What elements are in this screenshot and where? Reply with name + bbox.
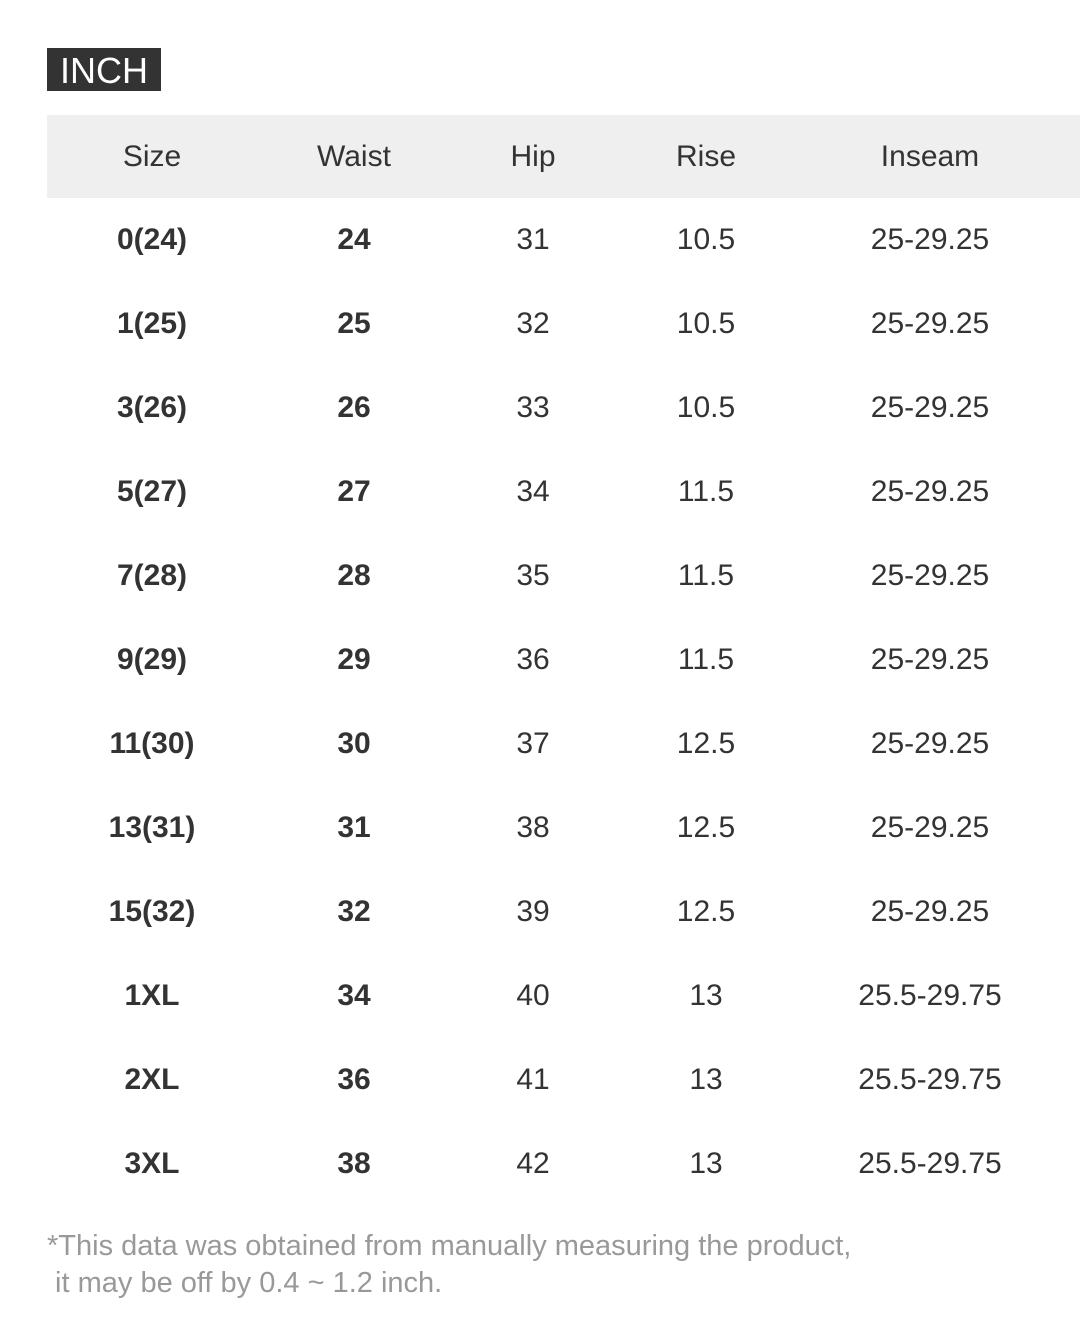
cell-size: 0(24)	[116, 223, 188, 256]
row-spacer	[1063, 450, 1080, 534]
row-spacer	[1063, 282, 1080, 366]
cell-size: 1XL	[124, 979, 180, 1012]
cell-hip: 36	[516, 643, 550, 676]
cell-rise: 12.5	[676, 895, 736, 928]
cell-waist: 29	[337, 643, 371, 676]
cell-size: 3XL	[124, 1147, 180, 1180]
size-chart-table: Size Waist Hip Rise Inseam 0(24) 24 31 10.5 25-2…	[47, 115, 1080, 1206]
cell-hip: 35	[516, 559, 550, 592]
cell-rise: 13	[689, 979, 723, 1012]
table-row: 15(32) 32 39 12.5 25-29.25	[47, 870, 1080, 954]
table-row: 3XL 38 42 13 25.5-29.75	[47, 1122, 1080, 1206]
table-row: 11(30) 30 37 12.5 25-29.25	[47, 702, 1080, 786]
cell-size: 2XL	[124, 1063, 180, 1096]
table-row: 2XL 36 41 13 25.5-29.75	[47, 1038, 1080, 1122]
cell-hip: 42	[516, 1147, 550, 1180]
table-row: 9(29) 29 36 11.5 25-29.25	[47, 618, 1080, 702]
cell-rise: 12.5	[676, 811, 736, 844]
row-spacer	[1063, 534, 1080, 618]
table-row: 1XL 34 40 13 25.5-29.75	[47, 954, 1080, 1038]
cell-size: 9(29)	[116, 643, 188, 676]
cell-rise: 13	[689, 1063, 723, 1096]
cell-size: 13(31)	[108, 811, 196, 844]
unit-label: INCH	[47, 48, 161, 91]
row-spacer	[1063, 702, 1080, 786]
cell-hip: 34	[516, 475, 550, 508]
cell-hip: 40	[516, 979, 550, 1012]
cell-size: 5(27)	[116, 475, 188, 508]
row-spacer	[1063, 786, 1080, 870]
cell-inseam: 25-29.25	[870, 895, 990, 928]
cell-size: 15(32)	[108, 895, 196, 928]
cell-size: 11(30)	[109, 727, 195, 760]
cell-rise: 12.5	[676, 727, 736, 760]
cell-hip: 38	[516, 811, 550, 844]
cell-inseam: 25.5-29.75	[858, 1063, 1002, 1096]
header-spacer	[1063, 115, 1080, 198]
table-row: 13(31) 31 38 12.5 25-29.25	[47, 786, 1080, 870]
row-spacer	[1063, 198, 1080, 282]
column-header-hip: Hip	[451, 115, 615, 198]
row-spacer	[1063, 1122, 1080, 1206]
column-header-inseam: Inseam	[797, 115, 1063, 198]
cell-rise: 10.5	[676, 391, 736, 424]
note-line-1: *This data was obtained from manually me…	[47, 1230, 852, 1262]
table-row: 0(24) 24 31 10.5 25-29.25	[47, 198, 1080, 282]
note-line-2: it may be off by 0.4 ~ 1.2 inch.	[47, 1267, 443, 1299]
cell-inseam: 25.5-29.75	[858, 1147, 1002, 1180]
cell-waist: 30	[337, 727, 371, 760]
cell-waist: 28	[337, 559, 371, 592]
cell-hip: 37	[516, 727, 550, 760]
row-spacer	[1063, 366, 1080, 450]
cell-rise: 11.5	[677, 643, 735, 676]
column-header-rise: Rise	[615, 115, 797, 198]
cell-hip: 39	[516, 895, 550, 928]
row-spacer	[1063, 618, 1080, 702]
cell-rise: 11.5	[677, 559, 735, 592]
cell-size: 7(28)	[116, 559, 188, 592]
measurement-note: *This data was obtained from manually me…	[47, 1228, 851, 1302]
cell-hip: 33	[516, 391, 550, 424]
cell-hip: 41	[516, 1063, 550, 1096]
cell-rise: 10.5	[676, 307, 736, 340]
column-header-waist: Waist	[257, 115, 451, 198]
cell-waist: 38	[337, 1147, 371, 1180]
row-spacer	[1063, 1038, 1080, 1122]
cell-inseam: 25-29.25	[870, 727, 990, 760]
cell-inseam: 25-29.25	[870, 307, 990, 340]
cell-inseam: 25-29.25	[870, 643, 990, 676]
row-spacer	[1063, 870, 1080, 954]
cell-waist: 24	[337, 223, 371, 256]
cell-inseam: 25-29.25	[870, 223, 990, 256]
cell-inseam: 25-29.25	[870, 391, 990, 424]
row-spacer	[1063, 954, 1080, 1038]
cell-hip: 31	[516, 223, 550, 256]
cell-rise: 10.5	[676, 223, 736, 256]
cell-waist: 31	[337, 811, 371, 844]
cell-waist: 36	[337, 1063, 371, 1096]
table-row: 1(25) 25 32 10.5 25-29.25	[47, 282, 1080, 366]
cell-hip: 32	[516, 307, 550, 340]
cell-size: 1(25)	[116, 307, 188, 340]
cell-waist: 34	[337, 979, 371, 1012]
cell-inseam: 25.5-29.75	[858, 979, 1002, 1012]
cell-waist: 25	[337, 307, 371, 340]
cell-inseam: 25-29.25	[870, 559, 990, 592]
table-row: 5(27) 27 34 11.5 25-29.25	[47, 450, 1080, 534]
cell-waist: 32	[337, 895, 371, 928]
cell-rise: 13	[689, 1147, 723, 1180]
table-row: 7(28) 28 35 11.5 25-29.25	[47, 534, 1080, 618]
cell-inseam: 25-29.25	[870, 811, 990, 844]
cell-rise: 11.5	[677, 475, 735, 508]
column-header-size: Size	[47, 115, 257, 198]
cell-waist: 27	[337, 475, 371, 508]
cell-size: 3(26)	[116, 391, 188, 424]
cell-waist: 26	[337, 391, 371, 424]
header-row: Size Waist Hip Rise Inseam	[47, 115, 1080, 198]
cell-inseam: 25-29.25	[870, 475, 990, 508]
table-row: 3(26) 26 33 10.5 25-29.25	[47, 366, 1080, 450]
